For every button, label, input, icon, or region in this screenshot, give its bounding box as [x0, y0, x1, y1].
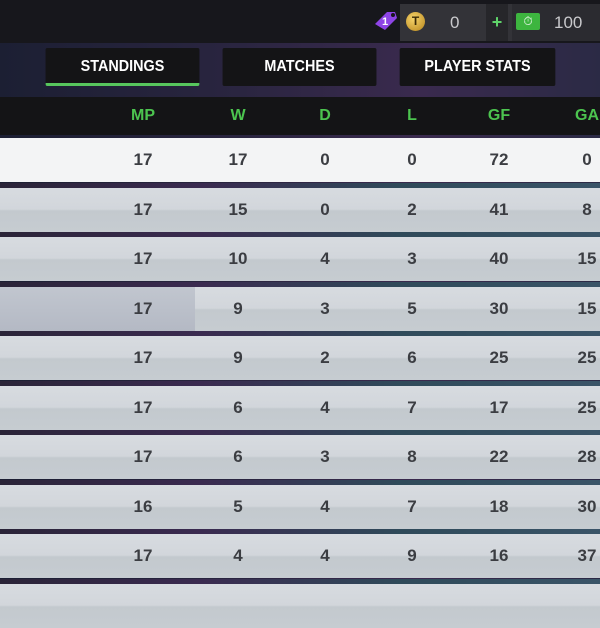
- cell-ga: 8: [582, 199, 592, 219]
- row-divider: [0, 479, 600, 485]
- row-divider: [0, 281, 600, 287]
- cell-d: 4: [320, 546, 330, 565]
- cell-l: 9: [407, 546, 417, 565]
- table-row[interactable]: 17 9 2 6 25 25: [0, 336, 600, 380]
- row-divider: [0, 430, 600, 435]
- cell-d: 4: [320, 496, 330, 516]
- tab-matches[interactable]: MATCHES: [222, 48, 377, 86]
- row-divider: [0, 578, 600, 584]
- tag-count: 1: [382, 16, 388, 28]
- cell-w: 9: [233, 348, 243, 367]
- table-row[interactable]: 17 6 3 8 22 28: [0, 435, 600, 479]
- cell-w: 10: [228, 249, 248, 268]
- row-divider: [0, 529, 600, 534]
- cell-mp: 17: [133, 150, 153, 169]
- table-row[interactable]: 17 10 4 3 40 15: [0, 237, 600, 281]
- cell-gf: 17: [489, 397, 509, 417]
- column-header-d[interactable]: D: [319, 107, 331, 124]
- column-header-gf[interactable]: GF: [487, 107, 511, 124]
- column-header-l[interactable]: L: [407, 107, 417, 124]
- cell-d: 3: [320, 298, 330, 318]
- cell-ga: 37: [577, 546, 597, 565]
- cell-l: 3: [407, 249, 417, 268]
- cell-d: 2: [320, 348, 330, 367]
- cell-ga: 28: [577, 447, 597, 466]
- column-header-ga[interactable]: GA: [575, 107, 599, 124]
- cash-balance: 100: [554, 13, 583, 32]
- table-row[interactable]: 17 4 4 9 16 37: [0, 534, 600, 578]
- cell-w: 6: [233, 397, 243, 417]
- cell-ga: 15: [577, 249, 597, 268]
- coin-icon: T: [406, 12, 425, 31]
- cell-gf: 40: [489, 249, 509, 268]
- add-coins-button[interactable]: +: [486, 4, 508, 41]
- cell-l: 7: [407, 397, 417, 417]
- table-row[interactable]: 17 9 3 5 30 15: [0, 286, 600, 331]
- cell-gf: 72: [489, 150, 509, 169]
- cell-mp: 16: [133, 496, 153, 516]
- row-divider: [0, 182, 600, 188]
- table-row[interactable]: [0, 583, 600, 628]
- cell-w: 9: [233, 298, 243, 318]
- tab-player-stats[interactable]: PLAYER STATS: [399, 48, 556, 86]
- cell-w: 17: [228, 150, 248, 169]
- column-header-w[interactable]: W: [230, 107, 246, 124]
- cell-w: 15: [228, 199, 248, 219]
- cell-l: 8: [407, 447, 417, 466]
- cell-l: 2: [407, 199, 417, 219]
- cell-mp: 17: [133, 249, 153, 268]
- cell-l: 5: [407, 298, 417, 318]
- cell-d: 0: [320, 150, 330, 169]
- table-row[interactable]: 16 5 4 7 18 30: [0, 484, 600, 529]
- cell-ga: 15: [577, 298, 597, 318]
- cell-d: 3: [320, 447, 330, 466]
- cell-d: 0: [320, 199, 330, 219]
- cell-mp: 17: [133, 298, 153, 318]
- cash-icon: ⏱: [516, 13, 540, 30]
- table-header: [0, 97, 600, 135]
- cell-w: 5: [233, 496, 243, 516]
- row-divider: [0, 380, 600, 386]
- cell-gf: 22: [489, 447, 509, 466]
- table-row[interactable]: 17 6 4 7 17 25: [0, 385, 600, 430]
- cell-mp: 17: [133, 348, 153, 367]
- tab-standings[interactable]: STANDINGS: [45, 48, 200, 86]
- cell-w: 6: [233, 447, 243, 466]
- cell-ga: 0: [582, 150, 592, 169]
- cell-gf: 25: [489, 348, 509, 367]
- row-highlight: [0, 286, 195, 331]
- cell-d: 4: [320, 397, 330, 417]
- cell-ga: 25: [577, 397, 597, 417]
- table-row[interactable]: 17 15 0 2 41 8: [0, 187, 600, 232]
- cell-l: 7: [407, 496, 417, 516]
- table-row[interactable]: 17 17 0 0 72 0: [0, 138, 600, 182]
- cell-l: 0: [407, 150, 417, 169]
- cell-d: 4: [320, 249, 330, 268]
- cell-mp: 17: [133, 199, 153, 219]
- cell-ga: 30: [577, 496, 597, 516]
- cell-l: 6: [407, 348, 417, 367]
- row-divider: [0, 331, 600, 336]
- cell-gf: 18: [489, 496, 509, 516]
- cell-gf: 16: [489, 546, 509, 565]
- cell-gf: 41: [489, 199, 509, 219]
- cell-gf: 30: [489, 298, 509, 318]
- column-header-mp[interactable]: MP: [131, 107, 155, 124]
- coin-balance: 0: [450, 13, 460, 32]
- tag-icon[interactable]: 1: [373, 10, 399, 32]
- cell-ga: 25: [577, 348, 597, 367]
- cell-mp: 17: [133, 546, 153, 565]
- cell-mp: 17: [133, 447, 153, 466]
- cell-w: 4: [233, 546, 243, 565]
- cell-mp: 17: [133, 397, 153, 417]
- row-divider: [0, 232, 600, 237]
